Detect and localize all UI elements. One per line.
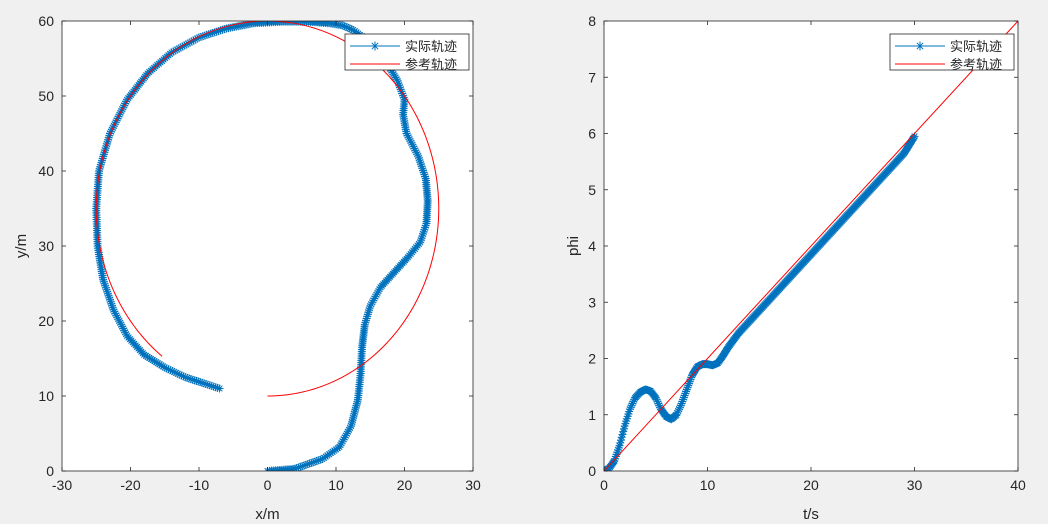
y-tick-label: 3: [588, 294, 596, 310]
x-tick-label: 20: [803, 477, 819, 493]
x-tick-label: 0: [264, 477, 272, 493]
series-line-reference: [604, 21, 1018, 471]
series-markers-actual: [604, 132, 919, 471]
legend-marker: [370, 41, 380, 51]
y-tick-label: 1: [588, 407, 596, 423]
legend-marker: [915, 41, 925, 51]
y-tick-label: 0: [588, 463, 596, 479]
series-layer: [604, 21, 1018, 471]
y-axis-label: y/m: [13, 234, 30, 258]
x-tick-label: 40: [1010, 477, 1026, 493]
y-tick-label: 0: [46, 463, 54, 479]
y-tick-label: 5: [588, 182, 596, 198]
y-axis-label: phi: [565, 236, 582, 256]
axes-left: -30 -20 -10 0 10 20 30 0 10 20 30 40 50 60 x/m y/m 实际轨迹参…: [13, 13, 481, 523]
x-tick-label: -10: [189, 477, 209, 493]
y-tick-label: 8: [588, 13, 596, 29]
y-tick-label: 7: [588, 69, 596, 85]
x-tick-label: 20: [397, 477, 413, 493]
legend-label: 实际轨迹: [950, 39, 1002, 54]
y-tick-label: 40: [38, 163, 54, 179]
x-tick-label: 30: [465, 477, 481, 493]
legend-label: 参考轨迹: [950, 57, 1002, 72]
x-axis-label: t/s: [803, 506, 819, 523]
y-tick-label: 60: [38, 13, 54, 29]
y-tick-label: 6: [588, 126, 596, 142]
x-tick-label: -20: [120, 477, 140, 493]
y-tick-label: 10: [38, 388, 54, 404]
y-tick-label: 20: [38, 313, 54, 329]
legend-label: 参考轨迹: [405, 57, 457, 72]
legend-label: 实际轨迹: [405, 39, 457, 54]
y-tick-label: 4: [588, 238, 596, 254]
x-tick-label: -30: [52, 477, 72, 493]
x-axis-label: x/m: [255, 506, 279, 523]
plot-area: [62, 21, 473, 471]
series-line-reference: [95, 21, 440, 397]
x-tick-label: 30: [907, 477, 923, 493]
x-tick-label: 10: [328, 477, 344, 493]
y-tick-label: 30: [38, 238, 54, 254]
y-tick-label: 50: [38, 88, 54, 104]
x-tick-label: 10: [700, 477, 716, 493]
y-tick-label: 2: [588, 351, 596, 367]
x-tick-label: 0: [600, 477, 608, 493]
